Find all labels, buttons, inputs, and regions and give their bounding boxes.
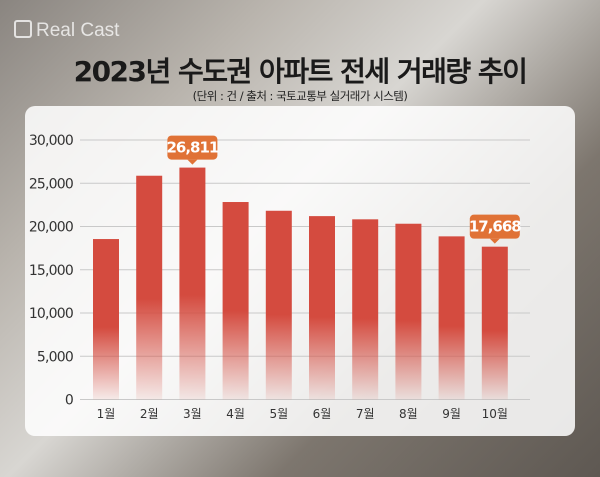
- callout-pointer: [187, 159, 198, 165]
- value-callout: [167, 135, 218, 160]
- x-tick-label: 8월: [399, 407, 418, 421]
- x-tick-label: 4월: [226, 407, 245, 421]
- bar: [438, 236, 465, 400]
- chart-subtitle: (단위 : 건 / 출처 : 국토교통부 실거래가 시스템): [192, 89, 408, 103]
- bar: [179, 167, 206, 400]
- callout-pointer: [489, 238, 500, 244]
- logo-text: Real Cast: [36, 20, 120, 41]
- bar: [265, 210, 292, 400]
- y-tick-label: 25,000: [29, 176, 73, 192]
- x-tick-label: 10월: [482, 407, 508, 421]
- data-label: 17,668: [469, 218, 521, 236]
- bar: [481, 246, 508, 400]
- bar: [352, 219, 379, 400]
- chart-title: 2023년 수도권 아파트 전세 거래량 추이: [73, 55, 528, 88]
- y-tick-label: 0: [65, 393, 73, 409]
- y-tick-label: 20,000: [29, 220, 73, 236]
- bar: [395, 223, 422, 400]
- x-tick-label: 3월: [183, 407, 202, 421]
- x-tick-label: 7월: [356, 407, 375, 421]
- x-tick-label: 1월: [97, 407, 116, 421]
- y-tick-label: 10,000: [29, 306, 73, 322]
- bar: [309, 216, 335, 400]
- x-tick-label: 5월: [269, 407, 288, 421]
- logo-icon: [14, 20, 32, 38]
- y-tick-label: 30,000: [29, 133, 73, 149]
- data-label: 26,811: [166, 139, 218, 157]
- bar: [136, 175, 163, 400]
- x-tick-label: 6월: [313, 407, 332, 421]
- x-tick-label: 2월: [140, 407, 159, 421]
- value-callout: [469, 214, 520, 239]
- y-tick-label: 5,000: [37, 349, 73, 365]
- y-tick-label: 15,000: [29, 263, 73, 279]
- bar: [222, 202, 249, 400]
- x-tick-label: 9월: [442, 407, 461, 421]
- logo: Real Cast: [14, 20, 119, 42]
- bar: [93, 239, 119, 400]
